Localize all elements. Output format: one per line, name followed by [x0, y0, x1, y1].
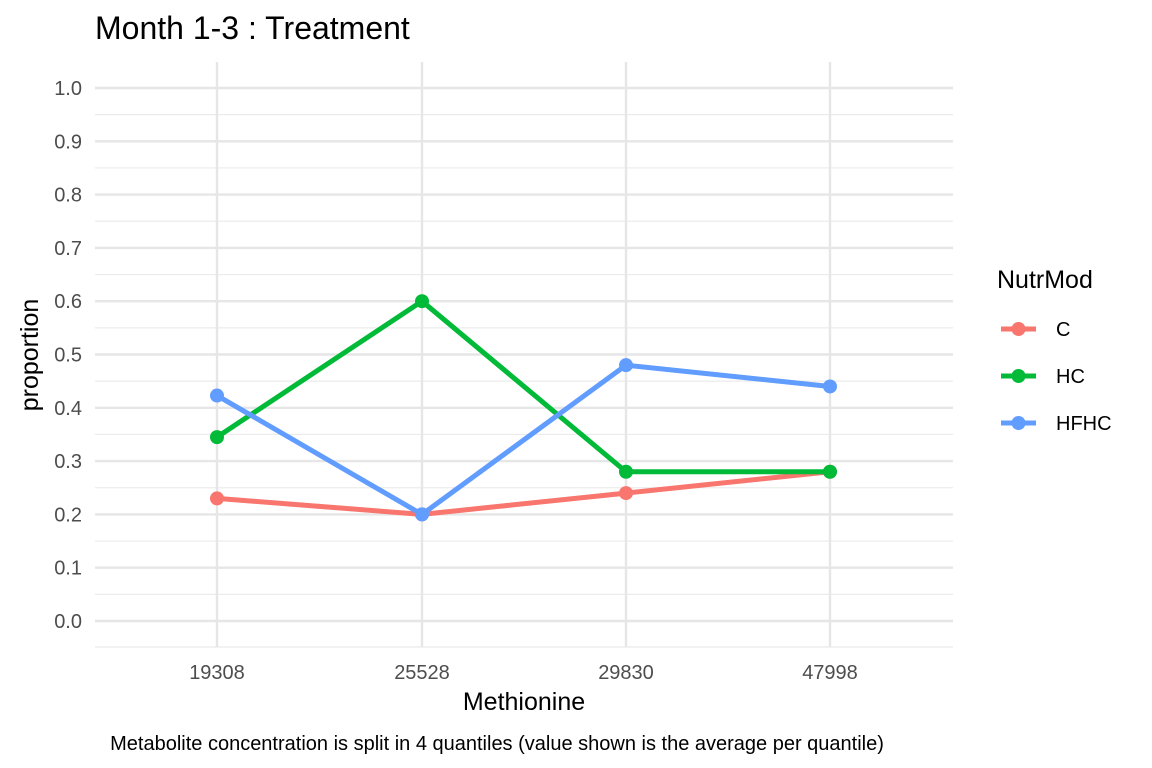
legend-item-c: C [1001, 319, 1070, 341]
series-hc [210, 294, 837, 479]
y-tick-label: 0.4 [54, 398, 82, 420]
data-point-hc [619, 464, 633, 479]
legend-swatch-point [1011, 369, 1026, 383]
y-tick-label: 0.6 [54, 291, 82, 313]
x-tick-label: 25528 [394, 662, 450, 684]
legend-swatch-point [1011, 416, 1026, 430]
grid [95, 62, 953, 648]
y-axis-title: proportion [16, 299, 44, 412]
y-tick-label: 1.0 [54, 78, 82, 100]
data-point-hc [210, 430, 224, 445]
data-point-hfhc [210, 388, 224, 403]
legend: NutrMod C HC HFHC [997, 266, 1112, 435]
y-tick-label: 0.7 [54, 238, 82, 260]
chart-title: Month 1-3 : Treatment [95, 10, 410, 46]
y-tick-labels: 0.0 0.1 0.2 0.3 0.4 0.5 0.6 0.7 0.8 0.9 1.0 [54, 78, 82, 633]
y-tick-label: 0.9 [54, 131, 82, 153]
data-point-c [619, 486, 633, 501]
x-tick-labels: 19308 25528 29830 47998 [189, 662, 858, 684]
y-tick-label: 0.3 [54, 451, 82, 473]
data-point-c [210, 491, 224, 506]
y-tick-label: 0.0 [54, 611, 82, 633]
y-tick-label: 0.8 [54, 185, 82, 207]
series-hfhc [210, 358, 837, 522]
x-axis-title: Methionine [463, 688, 585, 716]
data-point-hfhc [619, 358, 633, 373]
legend-label: HC [1056, 366, 1085, 388]
y-tick-label: 0.1 [54, 558, 82, 580]
series-line-c [216, 469, 831, 517]
data-point-hfhc [823, 379, 837, 394]
y-tick-label: 0.5 [54, 345, 82, 367]
series-line-hc [215, 298, 830, 475]
data-point-hc [415, 294, 429, 309]
series-layer [210, 294, 837, 522]
legend-label: C [1056, 319, 1070, 341]
legend-item-hfhc: HFHC [1001, 413, 1112, 435]
legend-title: NutrMod [997, 266, 1093, 294]
data-point-hc [823, 464, 837, 479]
legend-label: HFHC [1056, 413, 1112, 435]
data-point-hfhc [415, 507, 429, 522]
chart-caption: Metabolite concentration is split in 4 q… [110, 733, 884, 755]
y-tick-label: 0.2 [54, 504, 82, 526]
x-tick-label: 47998 [802, 662, 858, 684]
x-tick-label: 19308 [189, 662, 245, 684]
legend-item-hc: HC [1001, 366, 1085, 388]
x-tick-label: 29830 [598, 662, 654, 684]
series-line-hfhc [215, 362, 831, 517]
legend-swatch-point [1011, 322, 1026, 336]
